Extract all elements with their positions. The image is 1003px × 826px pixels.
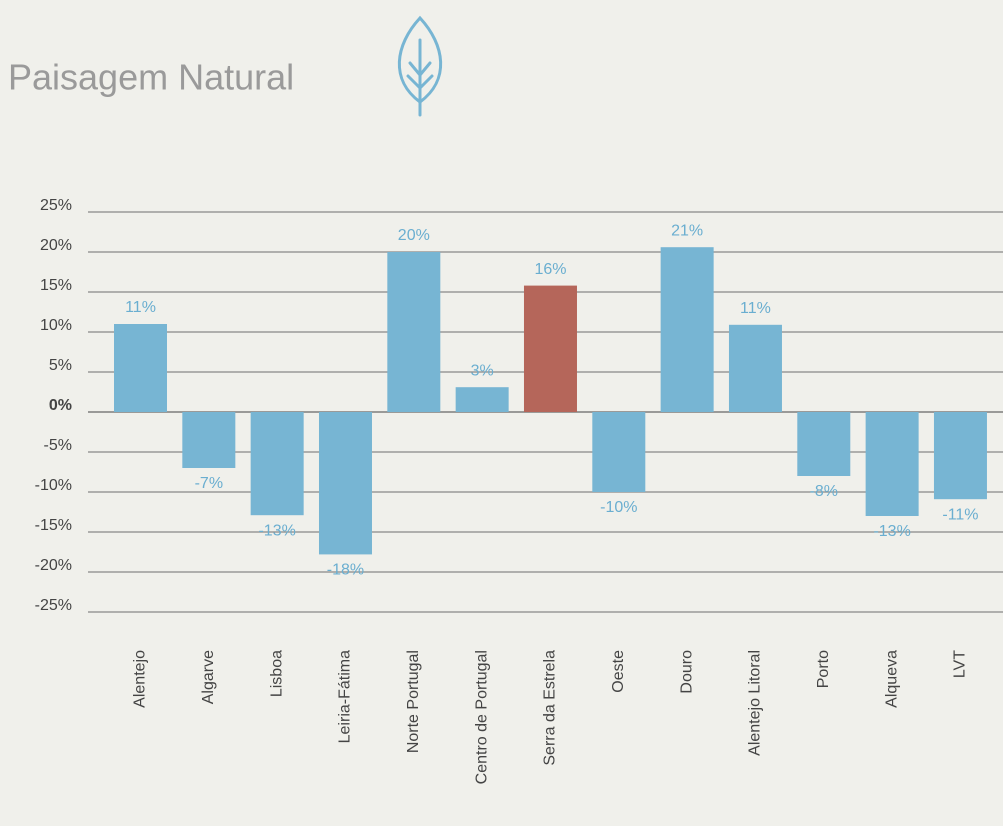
bar [250,412,304,516]
leaf-icon [397,15,443,117]
bar [387,252,441,412]
value-label: -7% [195,475,223,492]
x-tick-label: LVT [952,650,969,678]
y-tick-label: 5% [49,357,72,374]
y-tick-label: -10% [35,477,72,494]
x-tick-label: Alentejo Litoral [747,650,764,756]
bar [933,412,987,500]
bar [523,285,577,412]
bar [797,412,851,476]
bar [455,387,509,412]
x-tick-label: Norte Portugal [405,650,422,753]
y-tick-label: 25% [40,197,72,214]
value-label: -11% [942,506,978,523]
value-label: 21% [671,222,703,239]
y-tick-label: 20% [40,237,72,254]
x-tick-label: Oeste [610,650,627,693]
bar [865,412,919,516]
bar [114,324,167,412]
x-tick-label: Serra da Estrela [542,650,559,766]
bar [660,247,714,412]
x-tick-label: Algarve [200,650,217,704]
x-tick-label: Centro de Portugal [473,650,490,784]
x-tick-label: Douro [678,650,695,694]
value-label: 3% [471,362,494,379]
value-label: 16% [534,261,566,278]
value-label: 11% [740,300,771,317]
value-label: -13% [873,523,910,540]
bar [182,412,236,468]
y-tick-label: 10% [40,317,72,334]
y-tick-label: -5% [44,437,72,454]
x-tick-label: Alqueva [883,650,900,708]
y-tick-label: 15% [40,277,72,294]
value-label: 11% [125,299,156,316]
value-label: -10% [600,499,637,516]
value-label: -8% [810,483,838,500]
x-tick-label: Alentejo [132,650,149,708]
y-tick-label: -15% [35,517,72,534]
x-tick-label: Porto [815,650,832,688]
y-tick-label: 0% [49,397,72,414]
y-tick-label: -20% [35,557,72,574]
x-tick-label: Lisboa [268,650,285,697]
value-label: 20% [398,227,430,244]
bar [592,412,646,492]
value-label: -18% [327,562,364,579]
chart-title: Paisagem Natural [8,57,294,98]
value-label: -13% [258,522,295,539]
bar [318,412,372,555]
y-tick-label: -25% [35,597,72,614]
x-tick-label: Leiria-Fátima [337,650,354,743]
bar [728,324,782,412]
